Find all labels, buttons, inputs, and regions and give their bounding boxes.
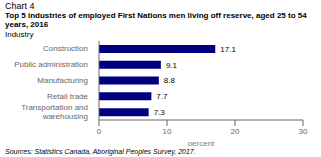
svg-text:17.1: 17.1 xyxy=(220,45,236,54)
html-text:Industry: Industry xyxy=(5,30,34,39)
html-text:Sources: Statistics Canada, Ab: Sources: Statistics Canada, Aboriginal P… xyxy=(5,148,196,155)
svg-text:Construction: Construction xyxy=(43,44,88,53)
html-text:Chart 4: Chart 4 xyxy=(5,1,35,11)
html-text:Top 5 industries of employed F: Top 5 industries of employed First Natio… xyxy=(5,11,307,29)
svg-text:percent: percent xyxy=(188,139,215,146)
svg-text:10: 10 xyxy=(163,127,172,136)
svg-text:30: 30 xyxy=(299,127,308,136)
svg-text:Transportation andwarehousing: Transportation andwarehousing xyxy=(21,103,88,121)
svg-text:Retail trade: Retail trade xyxy=(47,92,88,101)
svg-text:9.1: 9.1 xyxy=(166,61,178,70)
svg-text:0: 0 xyxy=(97,127,102,136)
svg-text:8.8: 8.8 xyxy=(164,76,176,85)
svg-text:Manufacturing: Manufacturing xyxy=(37,76,88,85)
svg-text:7.7: 7.7 xyxy=(156,92,168,101)
svg-text:7.3: 7.3 xyxy=(154,108,166,117)
svg-text:Public administration: Public administration xyxy=(14,60,88,69)
svg-text:20: 20 xyxy=(231,127,240,136)
